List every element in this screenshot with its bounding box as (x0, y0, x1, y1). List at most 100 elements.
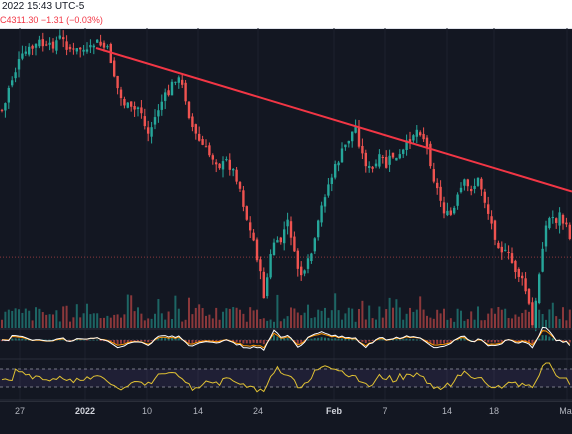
candle-body (164, 92, 167, 101)
macd-histogram-bar (11, 338, 14, 341)
volume-bar (324, 307, 326, 328)
candle-body (391, 152, 395, 158)
macd-histogram-bar (48, 339, 51, 341)
macd-histogram-bar (361, 340, 364, 342)
volume-bar (72, 317, 75, 328)
macd-histogram-bar (548, 336, 551, 341)
candle-body (514, 260, 517, 273)
volume-bar (171, 319, 173, 328)
macd-histogram-bar (188, 340, 190, 344)
volume-bar (528, 311, 530, 328)
time-axis[interactable]: 27 2022 10 14 24 Feb 7 14 18 Mar (0, 401, 572, 434)
candle-body (157, 110, 160, 117)
volume-bar (562, 307, 564, 328)
macd-histogram-bar (259, 340, 262, 344)
macd-histogram-bar (378, 338, 381, 341)
macd-histogram-bar (470, 339, 473, 341)
candle-body (402, 149, 405, 154)
header-datetime: 2022 15:43 UTC-5 (2, 1, 85, 12)
volume-bar (419, 296, 422, 328)
volume-bar (137, 307, 139, 328)
volume-bar (405, 313, 408, 328)
volume-bar (347, 307, 350, 328)
candle-body (517, 268, 520, 277)
candle-body (561, 215, 565, 224)
volume-bar (82, 313, 85, 328)
volume-bar (11, 310, 14, 328)
volume-bar (140, 313, 143, 328)
candle-body (167, 90, 170, 96)
candle-body (99, 41, 102, 46)
candle-body (446, 210, 449, 216)
candle-body (323, 197, 327, 207)
volume-bar (123, 314, 126, 328)
macd-histogram-bar (21, 338, 24, 341)
candle-body (119, 89, 123, 99)
candle-body (140, 107, 143, 114)
candle-body (289, 221, 293, 238)
candle-body (293, 236, 296, 252)
macd-histogram-bar (443, 340, 445, 344)
candle-body (534, 300, 537, 328)
candle-body (65, 41, 68, 50)
volume-bar (470, 311, 473, 328)
macd-histogram-bar (198, 340, 201, 343)
volume-bar (106, 315, 109, 328)
candle-body (211, 155, 214, 160)
candle-body (456, 194, 459, 206)
candlestick-series[interactable] (0, 29, 571, 332)
macd-histogram-bar (99, 340, 102, 341)
macd-histogram-bar (358, 340, 360, 341)
macd-histogram-bar (276, 336, 279, 341)
candle-body (480, 178, 483, 190)
candle-body (75, 48, 78, 52)
candle-body (568, 224, 571, 239)
volume-bar (273, 321, 275, 328)
candle-body (538, 274, 541, 304)
macd-pane (0, 326, 572, 351)
volume-bar (177, 308, 180, 328)
candle-body (34, 43, 38, 48)
volume-histogram (1, 293, 571, 328)
candle-body (296, 250, 299, 269)
volume-bar (252, 310, 255, 328)
candle-body (337, 162, 340, 166)
candle-body (272, 242, 276, 256)
candle-body (500, 246, 503, 253)
macd-histogram-bar (120, 340, 122, 344)
macd-histogram-bar (327, 338, 330, 341)
candle-body (252, 232, 255, 241)
volume-bar (286, 316, 289, 328)
trendline[interactable] (95, 47, 572, 193)
macd-histogram-bar (395, 338, 398, 341)
macd-histogram-bar (75, 339, 78, 341)
volume-bar (14, 308, 17, 328)
volume-bar (313, 317, 316, 328)
macd-histogram-bar (273, 335, 275, 341)
volume-bar (395, 299, 398, 328)
macd-histogram-bar (262, 340, 265, 345)
candle-body (334, 164, 337, 178)
volume-bar (385, 309, 388, 328)
volume-bar (378, 306, 381, 328)
macd-histogram-bar (86, 340, 88, 341)
candle-body (558, 212, 561, 226)
price-chart[interactable] (0, 28, 572, 401)
candle-body (510, 253, 514, 263)
volume-bar (256, 309, 258, 328)
volume-bar (565, 320, 568, 328)
candle-body (133, 105, 136, 110)
volume-bar (109, 317, 112, 328)
candle-body (170, 81, 174, 96)
volume-bar (96, 313, 99, 328)
macd-histogram-bar (266, 340, 269, 342)
macd-histogram-bar (269, 338, 272, 341)
macd-histogram-bar (412, 339, 415, 341)
candle-body (415, 129, 418, 137)
volume-bar (568, 309, 571, 328)
candle-body (181, 79, 184, 85)
volume-bar (75, 304, 78, 328)
macd-histogram-bar (130, 340, 133, 342)
macd-histogram-bar (341, 338, 343, 341)
macd-histogram-bar (245, 340, 248, 344)
